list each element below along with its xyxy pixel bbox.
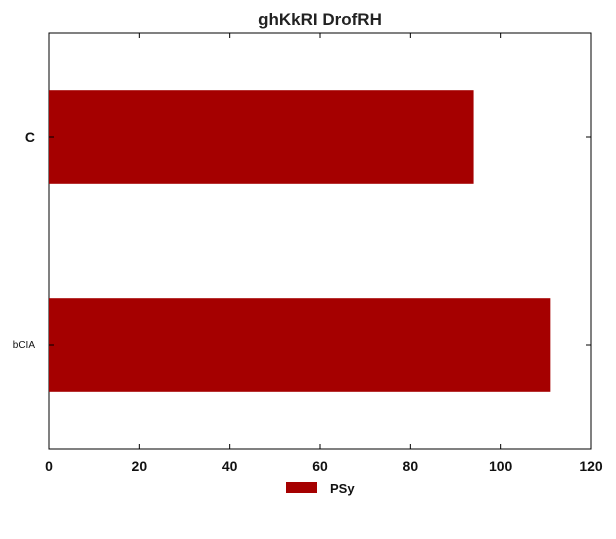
x-tick-label: 20 — [132, 458, 148, 474]
x-axis-ticks: 0 20 40 60 80 100 120 — [45, 33, 603, 474]
bar-bcia — [49, 298, 551, 392]
bars-layer — [49, 90, 551, 392]
x-tick-label: 0 — [45, 458, 53, 474]
bar-c — [49, 90, 474, 184]
legend-swatch — [286, 482, 317, 493]
legend-label: PSy — [330, 481, 355, 496]
legend: PSy — [286, 481, 355, 496]
x-tick-label: 120 — [579, 458, 603, 474]
y-tick-label-bcia: bCIA — [13, 340, 36, 351]
x-tick-label: 40 — [222, 458, 238, 474]
x-tick-label: 100 — [489, 458, 513, 474]
y-tick-label-c: C — [25, 129, 35, 145]
x-tick-label: 60 — [312, 458, 328, 474]
x-tick-label: 80 — [403, 458, 419, 474]
chart-title: ghKkRI DrofRH — [258, 10, 382, 29]
